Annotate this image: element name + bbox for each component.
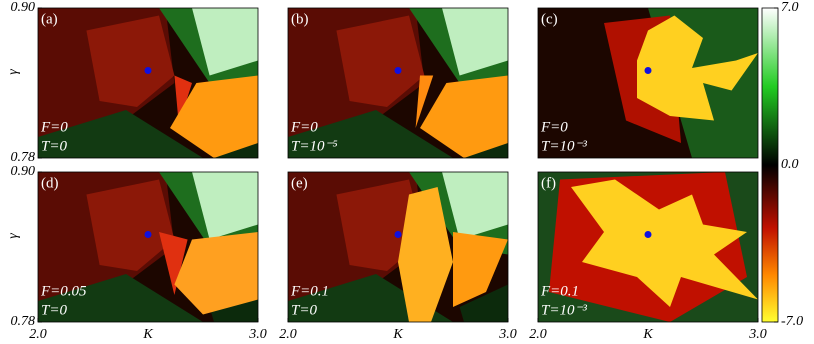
heatmap-region bbox=[420, 75, 508, 158]
panel: (f) F=0.1 T=10⁻³ 2.0 3.0 K bbox=[529, 171, 767, 342]
panel-frame bbox=[287, 171, 509, 323]
y-axis-label: γ bbox=[6, 69, 21, 75]
point bbox=[144, 67, 152, 74]
panel: (c) F=0 T=10⁻³ bbox=[537, 7, 759, 159]
panel-frame bbox=[37, 171, 259, 323]
annotation: F=0.05 bbox=[40, 283, 87, 299]
x-tick-label: 2.0 bbox=[29, 327, 47, 342]
x-axis-label: K bbox=[642, 327, 653, 342]
heatmap-region bbox=[637, 15, 758, 121]
colorbar-tick-label: 7.0 bbox=[781, 0, 799, 15]
heatmap-region bbox=[38, 110, 203, 158]
heatmap-region bbox=[336, 15, 425, 107]
heatmap-region bbox=[192, 8, 258, 76]
heatmap-region bbox=[192, 172, 258, 240]
annotation: T=0 bbox=[41, 302, 67, 318]
panel: (e) F=0.1 T=0 2.0 3.0 K bbox=[279, 171, 517, 342]
panel: (b) F=0 T=10⁻⁵ bbox=[287, 7, 509, 159]
annotation: F=0.1 bbox=[540, 283, 579, 299]
x-tick-label: 3.0 bbox=[748, 327, 767, 342]
heatmap-region bbox=[159, 232, 188, 295]
annotation: T=0 bbox=[291, 302, 317, 318]
panel-frame bbox=[287, 7, 509, 159]
panel-frame bbox=[37, 7, 259, 159]
panel-frame bbox=[537, 171, 759, 323]
annotation: F=0.1 bbox=[290, 283, 329, 299]
heatmap bbox=[288, 172, 508, 322]
panel-label: (d) bbox=[41, 175, 59, 191]
panel-label: (a) bbox=[41, 11, 58, 27]
panel-frame bbox=[537, 7, 759, 159]
heatmap bbox=[38, 172, 258, 322]
y-tick-label: 0.90 bbox=[11, 0, 36, 15]
y-tick-label: 0.78 bbox=[11, 150, 36, 165]
heatmap-region bbox=[459, 284, 508, 322]
panel-label: (c) bbox=[541, 11, 558, 27]
annotation: T=10⁻⁵ bbox=[291, 138, 338, 154]
point bbox=[394, 67, 402, 74]
heatmap-region bbox=[442, 8, 508, 76]
annotation: T=10⁻³ bbox=[541, 302, 587, 318]
heatmap-region bbox=[571, 179, 758, 307]
heatmap bbox=[538, 172, 758, 322]
heatmap-region bbox=[174, 232, 258, 315]
heatmap-region bbox=[170, 75, 258, 158]
point bbox=[144, 231, 152, 238]
panel-label: (b) bbox=[291, 11, 309, 27]
annotation: F=0 bbox=[540, 119, 568, 135]
heatmap-region bbox=[174, 75, 192, 125]
heatmap bbox=[288, 8, 508, 158]
panel-label: (e) bbox=[291, 175, 308, 191]
point bbox=[394, 231, 402, 238]
heatmap-region bbox=[38, 274, 203, 322]
heatmap-region bbox=[442, 172, 508, 240]
annotation: F=0 bbox=[40, 119, 68, 135]
heatmap-region bbox=[415, 75, 434, 128]
heatmap-region bbox=[288, 110, 453, 158]
annotation: F=0 bbox=[290, 119, 318, 135]
point bbox=[644, 67, 652, 74]
x-tick-label: 2.0 bbox=[529, 327, 547, 342]
heatmap-region bbox=[86, 179, 175, 271]
panel: (d) F=0.05 T=0 2.0 3.0 K 0.90 0.78 γ bbox=[6, 164, 267, 342]
point bbox=[644, 231, 652, 238]
x-tick-label: 3.0 bbox=[498, 327, 517, 342]
x-axis-label: K bbox=[142, 327, 153, 342]
panel-label: (f) bbox=[541, 175, 556, 191]
y-axis-label: γ bbox=[6, 233, 21, 239]
y-tick-label: 0.90 bbox=[11, 164, 36, 179]
x-tick-label: 2.0 bbox=[279, 327, 297, 342]
heatmap-region bbox=[453, 232, 508, 307]
heatmap bbox=[38, 8, 258, 158]
colorbar-tick-label: -7.0 bbox=[781, 314, 803, 329]
heatmap-region bbox=[398, 187, 453, 322]
heatmap bbox=[538, 8, 758, 158]
annotation: T=0 bbox=[41, 138, 67, 154]
x-tick-label: 3.0 bbox=[248, 327, 267, 342]
panel: (a) F=0 T=0 0.90 0.78 γ bbox=[6, 0, 259, 165]
colorbar-tick-label: 0.0 bbox=[781, 157, 799, 172]
y-tick-label: 0.78 bbox=[11, 314, 36, 329]
heatmap-region bbox=[86, 15, 175, 107]
x-axis-label: K bbox=[392, 327, 403, 342]
annotation: T=10⁻³ bbox=[541, 138, 587, 154]
